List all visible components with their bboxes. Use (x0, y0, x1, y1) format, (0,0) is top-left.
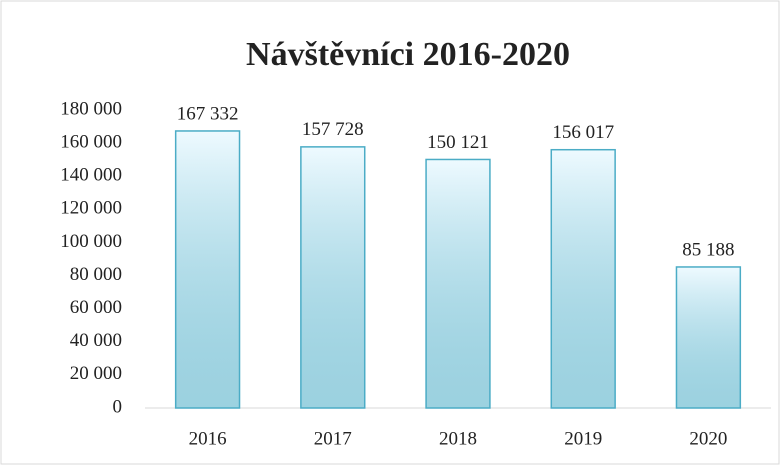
y-tick-label: 20 000 (70, 363, 122, 384)
data-label: 157 728 (302, 119, 364, 140)
bar (675, 266, 742, 409)
y-tick-label: 120 000 (60, 198, 122, 219)
y-tick-label: 140 000 (60, 165, 122, 186)
x-tick-label: 2017 (314, 428, 352, 449)
y-tick-label: 160 000 (60, 131, 122, 152)
y-tick-label: 80 000 (70, 264, 122, 285)
chart-title: Návštěvníci 2016-2020 (246, 36, 570, 73)
y-tick-label: 180 000 (60, 98, 122, 119)
bar (550, 148, 616, 409)
data-label: 167 332 (177, 103, 239, 124)
x-tick-label: 2018 (439, 428, 477, 449)
data-label: 85 188 (682, 239, 734, 260)
y-tick-label: 40 000 (70, 330, 122, 351)
bar (425, 158, 491, 409)
y-tick-label: 100 000 (60, 231, 122, 252)
x-tick-label: 2020 (689, 428, 727, 449)
bar (300, 146, 366, 409)
bar (174, 130, 241, 409)
y-tick-label: 0 (113, 396, 123, 417)
data-label: 150 121 (427, 132, 489, 153)
y-tick-label: 60 000 (70, 297, 122, 318)
x-tick-label: 2019 (564, 428, 602, 449)
x-tick-label: 2016 (189, 428, 227, 449)
data-label: 156 017 (552, 122, 614, 143)
